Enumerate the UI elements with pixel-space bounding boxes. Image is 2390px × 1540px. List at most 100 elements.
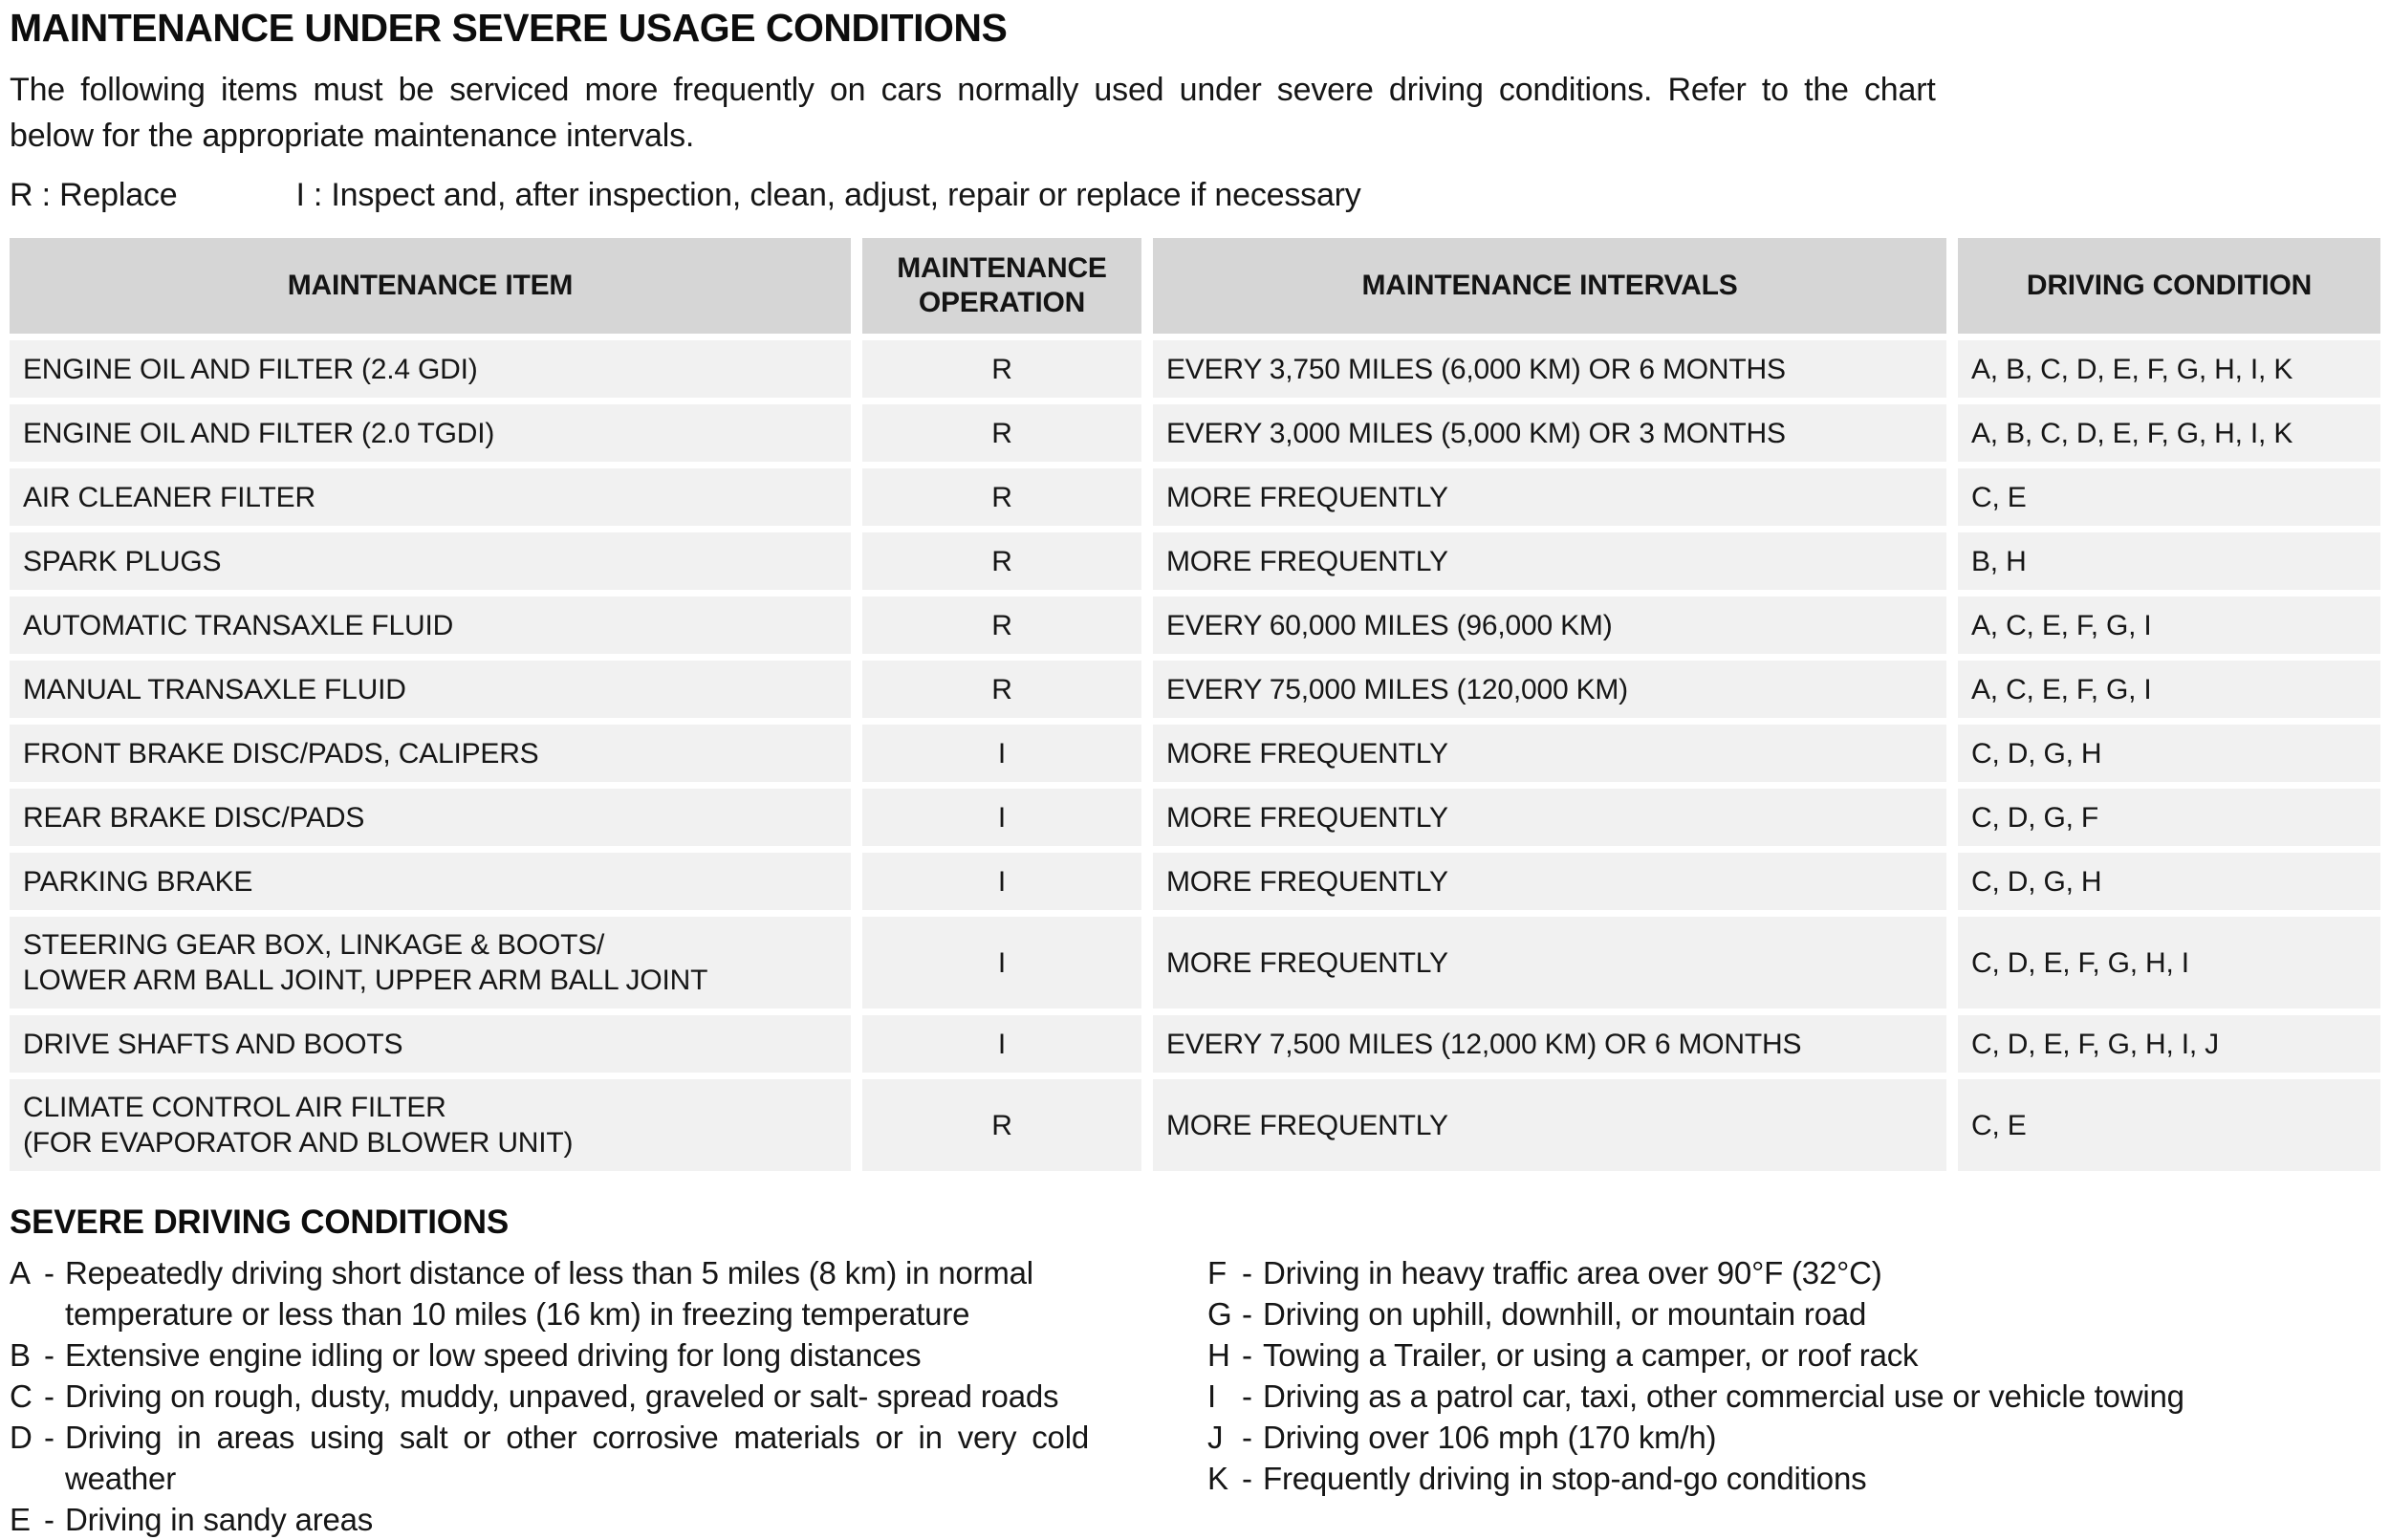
condition-letter: C [10,1378,33,1414]
condition-item-c: C - Driving on rough, dusty, muddy, unpa… [10,1376,1164,1417]
maintenance-item-cell: AIR CLEANER FILTER [10,468,851,526]
maintenance-operation-cell: R [862,661,1141,718]
maintenance-item-cell: STEERING GEAR BOX, LINKAGE & BOOTS/ LOWE… [10,917,851,1009]
maintenance-interval-cell: EVERY 3,000 MILES (5,000 KM) OR 3 MONTHS [1153,404,1946,462]
condition-text: Driving in heavy traffic area over 90°F … [1263,1255,1882,1291]
driving-condition-cell: C, D, G, F [1958,789,2380,846]
maintenance-interval-cell: MORE FREQUENTLY [1153,853,1946,910]
condition-text: Driving over 106 mph (170 km/h) [1263,1420,1717,1455]
condition-separator: - [1242,1420,1252,1455]
maintenance-interval-cell: EVERY 75,000 MILES (120,000 KM) [1153,661,1946,718]
condition-letter: G [1207,1296,1232,1332]
condition-letter: I [1207,1378,1216,1414]
maintenance-operation-cell: I [862,1015,1141,1073]
condition-item-j: J - Driving over 106 mph (170 km/h) [1207,1417,2380,1458]
maintenance-interval-cell: MORE FREQUENTLY [1153,1079,1946,1171]
maintenance-interval-cell: MORE FREQUENTLY [1153,789,1946,846]
table-row: MANUAL TRANSAXLE FLUID R EVERY 75,000 MI… [10,661,2380,718]
maintenance-interval-cell: EVERY 3,750 MILES (6,000 KM) OR 6 MONTHS [1153,340,1946,398]
maintenance-item-cell: AUTOMATIC TRANSAXLE FLUID [10,596,851,654]
maintenance-interval-cell: EVERY 60,000 MILES (96,000 KM) [1153,596,1946,654]
condition-item-e: E - Driving in sandy areas [10,1499,1164,1540]
maintenance-operation-cell: R [862,340,1141,398]
maintenance-operation-cell: R [862,596,1141,654]
table-row: ENGINE OIL AND FILTER (2.4 GDI) R EVERY … [10,340,2380,398]
condition-separator: - [1242,1337,1252,1373]
maintenance-operation-cell: I [862,725,1141,782]
condition-text: Driving as a patrol car, taxi, other com… [1263,1378,2184,1414]
condition-letter: H [1207,1337,1230,1373]
condition-separator: - [1242,1461,1252,1496]
col-header-maintenance-operation: MAINTENANCE OPERATION [862,238,1141,334]
driving-condition-cell: C, D, E, F, G, H, I [1958,917,2380,1009]
intro-line-2: below for the appropriate maintenance in… [10,118,695,154]
condition-text: Driving on rough, dusty, muddy, unpaved,… [65,1378,1059,1414]
driving-condition-cell: A, B, C, D, E, F, G, H, I, K [1958,340,2380,398]
maintenance-operation-cell: I [862,789,1141,846]
condition-letter: F [1207,1255,1227,1291]
legend: R : Replace I : Inspect and, after inspe… [10,174,2380,216]
condition-letter: E [10,1502,31,1537]
condition-separator: - [44,1378,54,1414]
table-header-row: MAINTENANCE ITEM MAINTENANCE OPERATION M… [10,238,2380,334]
driving-condition-cell: C, E [1958,468,2380,526]
legend-replace: R : Replace [10,177,178,213]
page-title: MAINTENANCE UNDER SEVERE USAGE CONDITION… [10,6,1008,50]
condition-text: Driving in areas using salt or other cor… [65,1420,1089,1496]
maintenance-interval-cell: MORE FREQUENTLY [1153,468,1946,526]
maintenance-operation-cell: R [862,468,1141,526]
condition-item-f: F - Driving in heavy traffic area over 9… [1207,1252,2380,1293]
condition-item-b: B - Extensive engine idling or low speed… [10,1334,1164,1376]
severe-conditions-key: A - Repeatedly driving short distance of… [10,1252,2380,1540]
maintenance-operation-cell: R [862,532,1141,590]
maintenance-item-cell: FRONT BRAKE DISC/PADS, CALIPERS [10,725,851,782]
maintenance-item-cell: PARKING BRAKE [10,853,851,910]
intro-line-1: The following items must be serviced mor… [10,72,1936,108]
condition-item-d: D - Driving in areas using salt or other… [10,1417,1164,1499]
col-header-maintenance-intervals: MAINTENANCE INTERVALS [1153,238,1946,334]
condition-separator: - [44,1420,54,1455]
driving-condition-cell: C, D, E, F, G, H, I, J [1958,1015,2380,1073]
driving-condition-cell: C, E [1958,1079,2380,1171]
table-row: DRIVE SHAFTS AND BOOTS I EVERY 7,500 MIL… [10,1015,2380,1073]
legend-inspect: I : Inspect and, after inspection, clean… [295,177,1361,213]
condition-item-a: A - Repeatedly driving short distance of… [10,1252,1164,1334]
maintenance-operation-cell: I [862,853,1141,910]
condition-separator: - [1242,1378,1252,1414]
condition-letter: K [1207,1461,1228,1496]
condition-item-h: H - Towing a Trailer, or using a camper,… [1207,1334,2380,1376]
condition-letter: D [10,1420,33,1455]
condition-text: Driving in sandy areas [65,1502,374,1537]
maintenance-interval-cell: EVERY 7,500 MILES (12,000 KM) OR 6 MONTH… [1153,1015,1946,1073]
condition-separator: - [44,1502,54,1537]
table-row: AIR CLEANER FILTER R MORE FREQUENTLY C, … [10,468,2380,526]
table-row: REAR BRAKE DISC/PADS I MORE FREQUENTLY C… [10,789,2380,846]
driving-condition-cell: A, C, E, F, G, I [1958,596,2380,654]
col-header-maintenance-item: MAINTENANCE ITEM [10,238,851,334]
maintenance-item-cell: SPARK PLUGS [10,532,851,590]
conditions-column-left: A - Repeatedly driving short distance of… [10,1252,1164,1540]
driving-condition-cell: C, D, G, H [1958,725,2380,782]
condition-letter: B [10,1337,31,1373]
maintenance-interval-cell: MORE FREQUENTLY [1153,532,1946,590]
maintenance-table: MAINTENANCE ITEM MAINTENANCE OPERATION M… [0,231,2390,1178]
table-row: CLIMATE CONTROL AIR FILTER (FOR EVAPORAT… [10,1079,2380,1171]
condition-separator: - [44,1337,54,1373]
table-row: STEERING GEAR BOX, LINKAGE & BOOTS/ LOWE… [10,917,2380,1009]
table-row: FRONT BRAKE DISC/PADS, CALIPERS I MORE F… [10,725,2380,782]
maintenance-item-cell: REAR BRAKE DISC/PADS [10,789,851,846]
driving-condition-cell: A, C, E, F, G, I [1958,661,2380,718]
condition-text: Driving on uphill, downhill, or mountain… [1263,1296,1867,1332]
condition-item-i: I - Driving as a patrol car, taxi, other… [1207,1376,2380,1417]
table-row: ENGINE OIL AND FILTER (2.0 TGDI) R EVERY… [10,404,2380,462]
condition-item-g: G - Driving on uphill, downhill, or moun… [1207,1293,2380,1334]
driving-condition-cell: A, B, C, D, E, F, G, H, I, K [1958,404,2380,462]
condition-letter: A [10,1255,31,1291]
condition-item-k: K - Frequently driving in stop-and-go co… [1207,1458,2380,1499]
condition-text: Towing a Trailer, or using a camper, or … [1263,1337,1919,1373]
severe-conditions-heading: SEVERE DRIVING CONDITIONS [10,1204,510,1241]
condition-letter: J [1207,1420,1224,1455]
maintenance-interval-cell: MORE FREQUENTLY [1153,917,1946,1009]
condition-separator: - [1242,1255,1252,1291]
